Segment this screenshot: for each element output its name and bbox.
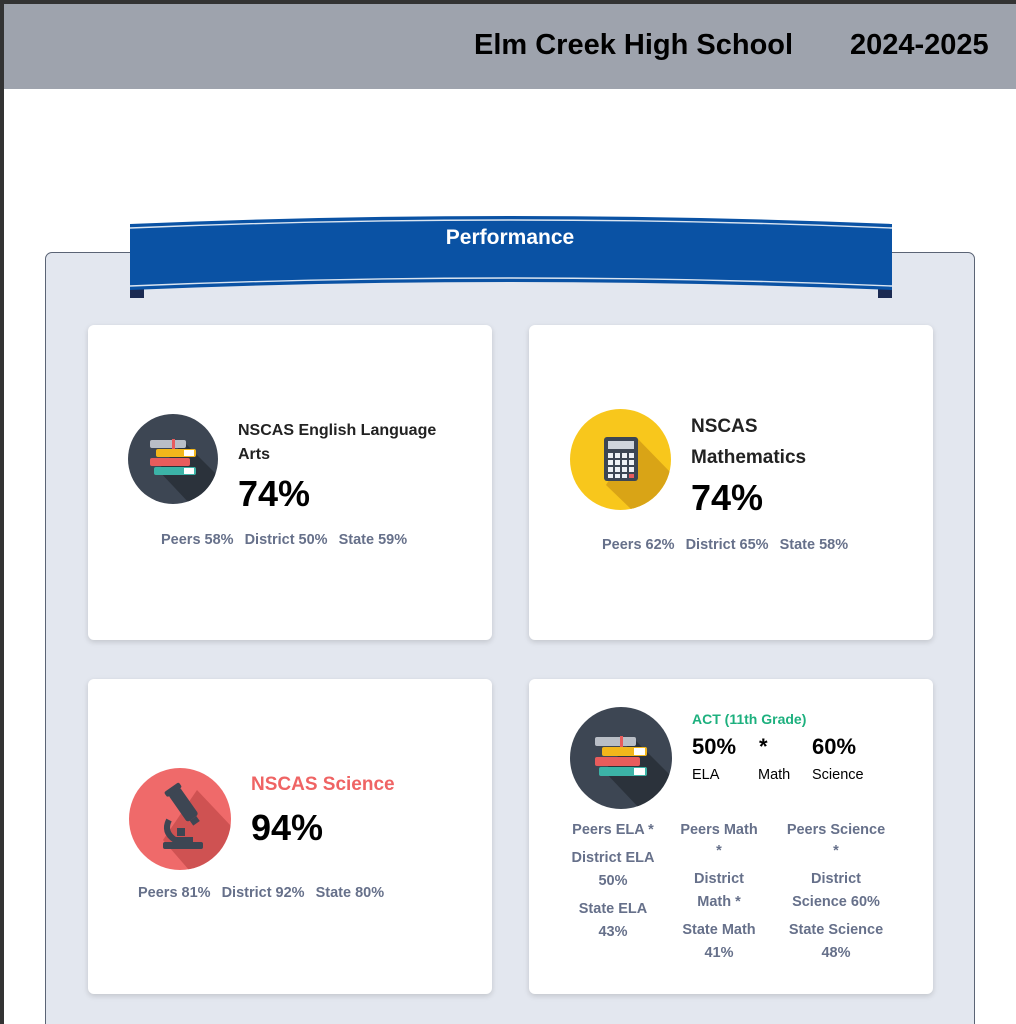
books-icon xyxy=(128,414,218,504)
science-label: NSCAS Science xyxy=(251,774,395,795)
act-science-label: Science xyxy=(812,767,864,783)
math-label-line1: NSCAS xyxy=(691,416,758,437)
act-label: ACT (11th Grade) xyxy=(692,711,807,727)
act-science-peers-label: Peers Science xyxy=(786,822,886,838)
school-year: 2024-2025 xyxy=(850,29,989,61)
math-peers: Peers 62% xyxy=(602,537,675,553)
math-label: NSCAS Mathematics xyxy=(691,411,806,473)
act-math-state-label: State Math xyxy=(682,922,756,938)
ela-comparisons: Peers 58% District 50% State 59% xyxy=(161,532,418,548)
math-district: District 65% xyxy=(685,537,769,553)
act-math-district-value: Math * xyxy=(697,894,741,910)
act-math-value: * xyxy=(759,734,768,759)
ela-label: NSCAS English Language Arts xyxy=(238,422,437,463)
act-science-peers-value: * xyxy=(833,843,839,859)
act-ela-comparisons: Peers ELA * District ELA 50% State ELA 4… xyxy=(557,819,669,944)
ela-card: NSCAS English Language Arts 74% Peers 58… xyxy=(88,325,492,640)
school-name: Elm Creek High School xyxy=(474,29,794,61)
math-label-line2: Mathematics xyxy=(691,447,807,468)
act-science-district-value: Science 60% xyxy=(792,894,880,910)
science-card: NSCAS Science 94% Peers 81% District 92% S… xyxy=(88,679,492,994)
ela-peers: Peers 58% xyxy=(161,532,234,548)
books-icon xyxy=(570,707,672,809)
calculator-icon xyxy=(570,409,671,510)
math-comparisons: Peers 62% District 65% State 58% xyxy=(602,537,859,553)
act-science-state-label: State Science xyxy=(788,922,884,938)
section-ribbon xyxy=(129,216,893,298)
science-state: State 80% xyxy=(315,885,385,901)
act-card: ACT (11th Grade) 50% ELA * Math 60% Scie… xyxy=(529,679,933,994)
science-comparisons: Peers 81% District 92% State 80% xyxy=(138,885,395,901)
ela-district: District 50% xyxy=(244,532,328,548)
ela-state: State 59% xyxy=(338,532,408,548)
science-peers: Peers 81% xyxy=(138,885,211,901)
report-page: Elm Creek High School 2024-2025 Performa… xyxy=(4,4,1016,1024)
act-math-comparisons: Peers Math * District Math * State Math … xyxy=(670,819,768,965)
math-card: NSCAS Mathematics 74% Peers 62% District … xyxy=(529,325,933,640)
act-math-peers-value: * xyxy=(716,843,722,859)
act-math-state-value: 41% xyxy=(704,945,734,961)
header-bar: Elm Creek High School 2024-2025 xyxy=(4,4,1016,89)
section-title: Performance xyxy=(445,226,575,249)
act-ela-label: ELA xyxy=(692,767,720,783)
act-ela-peers: Peers ELA * xyxy=(572,822,654,838)
act-science-comparisons: Peers Science * District Science 60% Sta… xyxy=(779,819,893,965)
act-science-value: 60% xyxy=(812,734,857,759)
act-ela-state-value: 43% xyxy=(598,924,628,940)
act-math-label: Math xyxy=(758,767,791,783)
act-ela-value: 50% xyxy=(692,734,737,759)
science-value: 94% xyxy=(251,807,324,848)
act-math-peers-label: Peers Math xyxy=(680,822,758,838)
math-state: State 58% xyxy=(779,537,849,553)
act-ela-district-value: 50% xyxy=(598,873,628,889)
science-district: District 92% xyxy=(221,885,305,901)
microscope-icon xyxy=(129,768,231,870)
act-ela-state-label: State ELA xyxy=(578,901,648,917)
act-science-state-value: 48% xyxy=(821,945,851,961)
act-math-district-label: District xyxy=(694,871,744,887)
act-science-district-label: District xyxy=(811,871,861,887)
ela-value: 74% xyxy=(238,473,311,514)
act-ela-district-label: District ELA xyxy=(571,850,655,866)
math-value: 74% xyxy=(691,477,764,518)
